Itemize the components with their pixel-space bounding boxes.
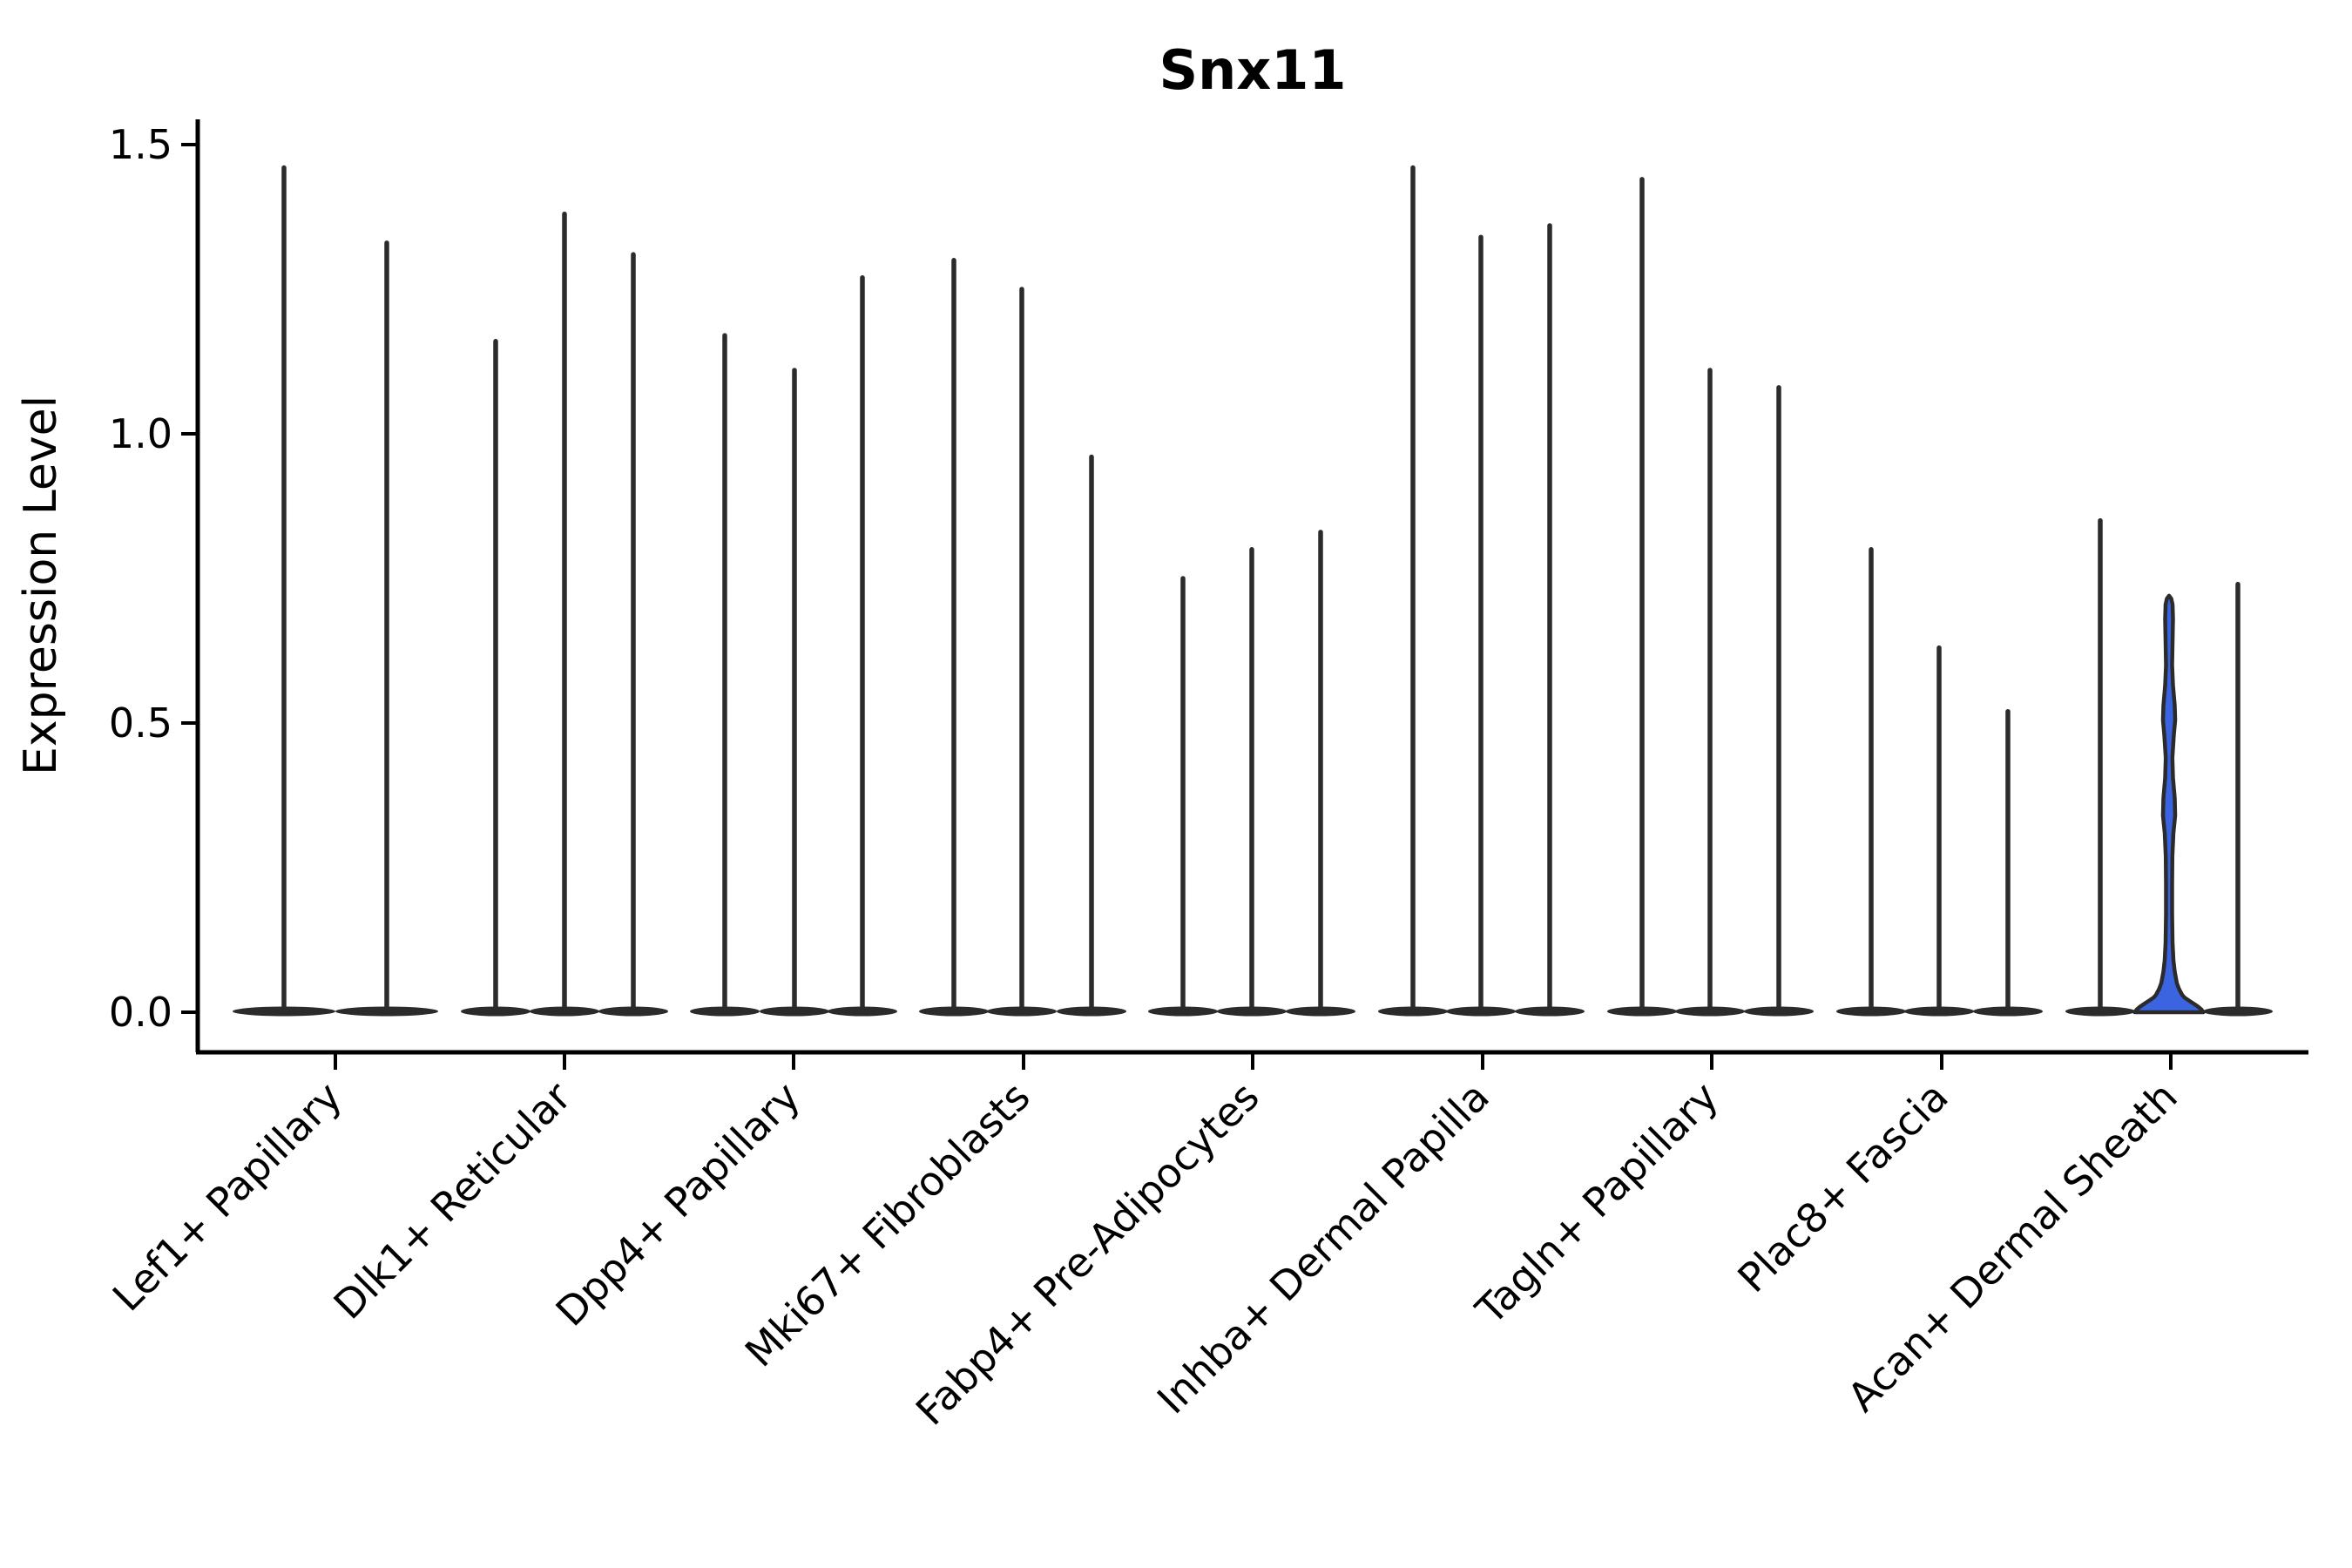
y-axis-ticks: 0.0 0.5 1.0 1.5 <box>109 121 198 1036</box>
y-tick-label: 1.5 <box>109 121 172 168</box>
y-axis-label: Expression Level <box>15 395 67 775</box>
y-tick-label: 0.0 <box>109 989 172 1036</box>
y-tick-label: 0.5 <box>109 700 172 747</box>
x-tick-label: Plac8+ Fascia <box>1728 1073 1957 1301</box>
chart-title: Snx11 <box>1159 38 1346 102</box>
y-tick-label: 1.0 <box>109 410 172 457</box>
highlighted-violin <box>2132 593 2206 1015</box>
x-tick-label: Lef1+ Papillary <box>104 1073 351 1321</box>
violin-series <box>233 165 2273 1017</box>
x-tick-label: Tagln+ Papillary <box>1466 1073 1727 1335</box>
x-tick-label: Dlk1+ Reticular <box>325 1073 580 1328</box>
x-tick-label: Dpp4+ Papillary <box>547 1073 809 1335</box>
